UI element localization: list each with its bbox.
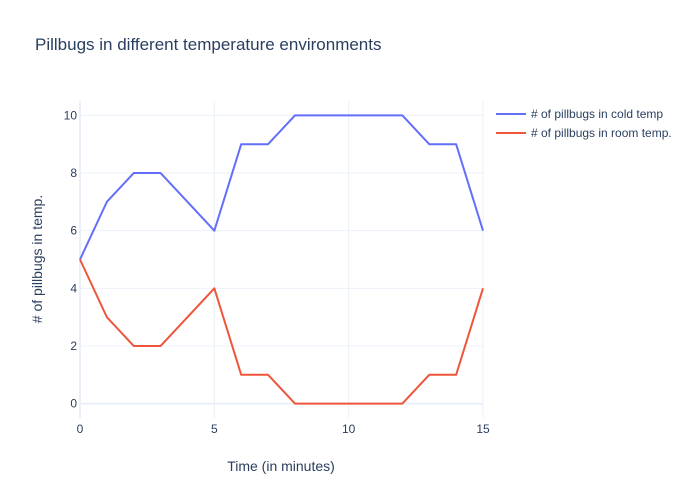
data-point[interactable] — [453, 141, 459, 147]
x-tick-label: 10 — [342, 422, 356, 436]
legend-item[interactable]: # of pillbugs in room temp. — [496, 126, 672, 140]
legend-label: # of pillbugs in cold temp — [531, 107, 663, 121]
series-line — [79, 259, 484, 405]
data-point[interactable] — [104, 199, 110, 205]
data-point[interactable] — [426, 372, 432, 378]
tick-layer: 0 5 10 15 0 2 4 6 8 10 — [64, 108, 490, 436]
y-tick-label: 10 — [64, 108, 78, 122]
data-point[interactable] — [346, 401, 352, 407]
data-point[interactable] — [211, 228, 217, 234]
data-point[interactable] — [426, 141, 432, 147]
data-point[interactable] — [265, 372, 271, 378]
data-point[interactable] — [158, 343, 164, 349]
series-layer — [77, 112, 486, 407]
data-point[interactable] — [238, 141, 244, 147]
x-tick-label: 15 — [476, 422, 490, 436]
x-axis-title: Time (in minutes) — [227, 458, 335, 474]
y-tick-label: 0 — [70, 397, 77, 411]
y-tick-label: 2 — [70, 339, 77, 353]
data-point[interactable] — [238, 372, 244, 378]
data-point[interactable] — [211, 285, 217, 291]
x-tick-label: 5 — [211, 422, 218, 436]
data-point[interactable] — [319, 401, 325, 407]
data-point[interactable] — [292, 112, 298, 118]
series-cold-temp — [79, 112, 486, 260]
data-point[interactable] — [399, 401, 405, 407]
data-point[interactable] — [346, 112, 352, 118]
data-point[interactable] — [131, 343, 137, 349]
series-line — [79, 114, 484, 260]
chart-title: Pillbugs in different temperature enviro… — [35, 35, 381, 54]
y-axis-title: # of pillbugs in temp. — [29, 195, 45, 323]
legend-label: # of pillbugs in room temp. — [531, 126, 672, 140]
data-point[interactable] — [104, 314, 110, 320]
y-tick-label: 6 — [70, 224, 77, 238]
data-point[interactable] — [158, 170, 164, 176]
data-point[interactable] — [292, 401, 298, 407]
legend[interactable]: # of pillbugs in cold temp # of pillbugs … — [496, 107, 672, 140]
y-tick-label: 8 — [70, 166, 77, 180]
data-point[interactable] — [131, 170, 137, 176]
data-point[interactable] — [319, 112, 325, 118]
data-point[interactable] — [77, 257, 83, 263]
data-point[interactable] — [480, 228, 486, 234]
data-point[interactable] — [265, 141, 271, 147]
data-point[interactable] — [184, 199, 190, 205]
data-point[interactable] — [373, 401, 379, 407]
y-tick-label: 4 — [70, 281, 77, 295]
data-point[interactable] — [373, 112, 379, 118]
x-tick-label: 0 — [77, 422, 84, 436]
data-point[interactable] — [399, 112, 405, 118]
data-point[interactable] — [184, 314, 190, 320]
grid-layer — [79, 101, 484, 418]
data-point[interactable] — [480, 285, 486, 291]
series-room-temp — [77, 257, 486, 407]
data-point[interactable] — [453, 372, 459, 378]
legend-item[interactable]: # of pillbugs in cold temp — [496, 107, 663, 121]
